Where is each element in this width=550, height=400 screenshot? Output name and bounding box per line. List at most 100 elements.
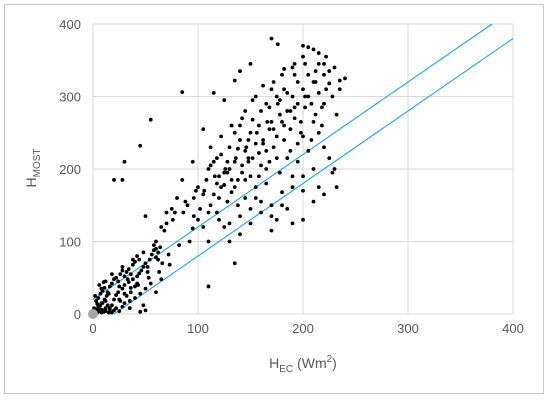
data-point [243, 148, 248, 153]
data-point [288, 109, 293, 113]
data-point [99, 286, 104, 291]
data-point [295, 101, 300, 106]
x-tick-label: 400 [502, 321, 524, 336]
data-point [311, 199, 316, 204]
data-point [267, 127, 272, 132]
data-point [278, 112, 282, 117]
data-point [114, 275, 118, 280]
y-axis-title-main: H [23, 177, 39, 187]
data-point [158, 245, 163, 250]
data-point [145, 264, 150, 269]
data-point [253, 141, 258, 146]
data-point [250, 156, 255, 161]
data-point [107, 307, 112, 312]
data-point [138, 143, 143, 148]
data-point [285, 156, 290, 161]
data-point [177, 243, 182, 248]
data-point [143, 214, 148, 219]
data-point [103, 309, 108, 313]
data-point [240, 116, 245, 121]
data-point [246, 156, 251, 161]
data-point [303, 94, 307, 99]
data-point [311, 119, 316, 124]
x-axis-title-sup: 2 [327, 354, 333, 365]
x-tick-label: 0 [89, 321, 96, 336]
data-point [274, 134, 279, 139]
x-tick-label: 200 [292, 321, 314, 336]
data-point [330, 170, 335, 175]
data-point [265, 119, 270, 124]
data-point [131, 262, 135, 267]
data-point [301, 217, 305, 222]
data-point [215, 210, 219, 215]
data-point [306, 45, 311, 50]
data-point [232, 130, 237, 135]
x-tick-label: 100 [187, 321, 209, 336]
y-axis-title: HMOST [23, 148, 43, 187]
data-point [271, 80, 276, 84]
data-point [135, 281, 140, 286]
data-point [271, 145, 276, 150]
data-point [102, 286, 107, 290]
data-point [225, 159, 230, 164]
data-point [261, 141, 265, 146]
data-point [267, 105, 272, 110]
x-axis-title-end: ) [332, 355, 337, 371]
y-tick-labels: 0 100 200 300 400 [59, 17, 81, 322]
data-point [211, 159, 216, 164]
data-point [154, 239, 158, 244]
data-point [309, 138, 314, 142]
data-point [280, 190, 284, 195]
data-point [316, 51, 321, 55]
data-point [211, 192, 216, 197]
data-point [327, 69, 332, 74]
data-point [238, 69, 242, 74]
data-point [274, 217, 279, 222]
data-point [97, 306, 102, 311]
data-point [138, 309, 143, 314]
data-point [194, 188, 198, 193]
data-point [117, 284, 122, 289]
data-point [122, 283, 127, 287]
data-point [285, 90, 290, 95]
data-point [316, 130, 321, 135]
data-point [248, 221, 253, 226]
data-point [223, 167, 228, 171]
origin-marker-group [88, 309, 98, 319]
data-point [215, 181, 219, 186]
data-point [227, 221, 232, 226]
data-point [282, 138, 286, 142]
data-point [229, 177, 234, 182]
data-point [166, 252, 171, 257]
data-point [236, 203, 240, 208]
data-point [334, 112, 339, 117]
data-point [222, 183, 227, 187]
y-tick-label: 100 [59, 235, 81, 250]
data-point [246, 138, 251, 142]
data-point [316, 185, 321, 190]
data-point [285, 206, 290, 211]
data-point [122, 274, 127, 279]
data-point [191, 196, 196, 200]
data-point [337, 87, 342, 92]
data-point [269, 228, 274, 233]
data-point [259, 163, 263, 168]
data-point [173, 210, 177, 215]
data-point [190, 159, 195, 164]
data-point [322, 101, 326, 106]
data-point [320, 123, 324, 128]
data-point [160, 261, 165, 266]
grid-lines [92, 23, 514, 315]
data-point [156, 250, 161, 255]
data-point [106, 291, 111, 296]
data-point [313, 80, 318, 84]
data-point [103, 299, 108, 303]
x-axis-title-tail: (Wm [293, 355, 326, 371]
data-point [128, 286, 133, 290]
data-point [327, 81, 332, 86]
data-point [107, 284, 112, 289]
origin-marker [88, 309, 98, 319]
data-point [127, 299, 132, 303]
data-point [225, 170, 230, 175]
data-point [269, 119, 274, 124]
